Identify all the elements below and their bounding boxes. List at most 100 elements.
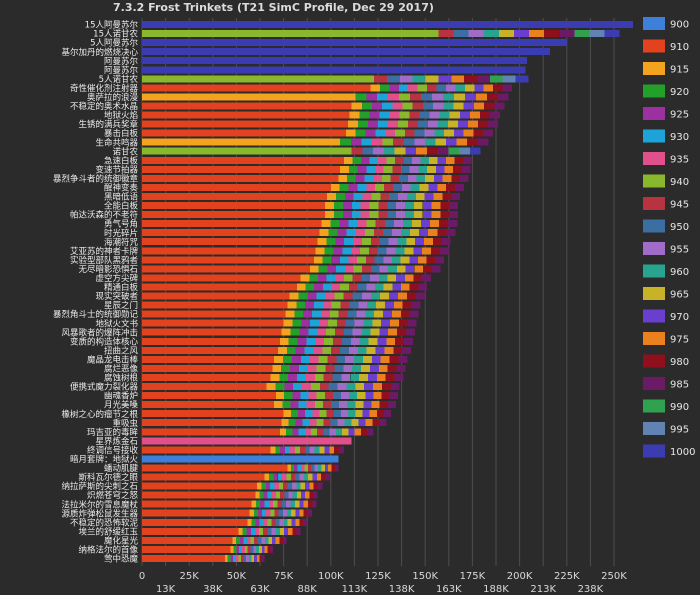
bar-segment-935 <box>313 346 323 354</box>
bar-segment-915 <box>325 202 335 209</box>
bar-segment-955 <box>288 491 293 499</box>
bar-segment-930 <box>377 93 389 101</box>
bar-segment-975 <box>416 147 427 155</box>
bar-segment-910 <box>142 183 331 191</box>
bar-segment-980 <box>331 464 335 472</box>
bar-segment-975 <box>388 328 398 336</box>
bar-row <box>142 111 500 119</box>
bar-segment-910 <box>142 192 328 200</box>
bar-segment-955 <box>398 192 407 200</box>
bar-segment-955 <box>261 536 265 544</box>
bar-segment-945 <box>378 202 388 209</box>
category-label: 星界炼金石 <box>95 436 138 447</box>
bar-segment-925 <box>327 265 337 273</box>
bar-segment-940 <box>270 509 275 517</box>
bar-segment-925 <box>314 283 323 291</box>
bar-segment-930 <box>364 174 374 182</box>
bar-segment-950 <box>347 310 357 318</box>
bar-segment-920 <box>290 464 295 472</box>
bar-row <box>142 265 441 273</box>
bar-segment-930 <box>298 401 307 409</box>
bar-segment-950 <box>453 30 469 38</box>
bar-row <box>142 292 426 300</box>
bar-row <box>142 491 318 499</box>
bar-row <box>142 355 408 363</box>
bar-segment-910 <box>142 247 316 255</box>
bar-segment-950 <box>403 156 412 164</box>
bar-row <box>142 192 461 200</box>
bar-segment-945 <box>404 129 415 137</box>
bar-segment-1000 <box>142 66 526 74</box>
x-tick-label-minor: 88K <box>298 584 318 595</box>
bar-segment-970 <box>392 283 402 291</box>
bar-segment-950 <box>284 491 289 499</box>
bar-segment-925 <box>239 536 244 544</box>
bar-segment-960 <box>405 211 414 219</box>
bar-segment-910 <box>142 355 275 363</box>
bar-segment-945 <box>374 75 388 83</box>
bar-segment-935 <box>320 310 330 318</box>
bar-segment-915 <box>281 328 291 336</box>
bar-segment-930 <box>351 202 361 209</box>
bar-segment-955 <box>414 138 425 146</box>
bar-segment-925 <box>290 364 299 372</box>
legend-label: 950 <box>670 222 689 233</box>
bar-segment-975 <box>380 355 390 363</box>
bar-segment-965 <box>279 527 284 535</box>
bar-segment-985 <box>409 310 419 318</box>
bar-segment-985 <box>477 138 489 146</box>
legend-swatch <box>643 17 665 30</box>
bar-segment-985 <box>407 319 417 327</box>
bar-segment-950 <box>281 500 287 508</box>
bar-segment-985 <box>451 192 461 200</box>
bar-segment-965 <box>400 256 410 264</box>
bar-segment-935 <box>348 256 358 264</box>
bar-segment-950 <box>422 102 434 110</box>
bar-segment-960 <box>443 102 454 110</box>
bar-segment-965 <box>368 337 378 345</box>
bar-segment-945 <box>327 355 337 363</box>
bar-segment-970 <box>435 165 445 173</box>
bar-segment-915 <box>281 419 289 427</box>
bar-segment-985 <box>312 500 317 508</box>
bar-segment-985 <box>462 156 472 164</box>
bar-segment-985 <box>559 30 575 38</box>
bar-rows <box>142 21 633 562</box>
bar-segment-910 <box>142 220 322 228</box>
bar-row <box>142 21 633 28</box>
bar-segment-980 <box>379 401 388 409</box>
bar-segment-945 <box>274 509 279 517</box>
bar-segment-945 <box>322 401 331 409</box>
bar-segment-915 <box>142 138 341 146</box>
bar-segment-945 <box>393 138 404 146</box>
bar-segment-935 <box>307 364 317 372</box>
bar-segment-970 <box>384 301 394 309</box>
bar-segment-935 <box>362 192 372 200</box>
bar-segment-980 <box>544 30 560 38</box>
bar-segment-980 <box>451 174 460 182</box>
bar-segment-985 <box>418 283 428 291</box>
bar-segment-950 <box>436 84 446 92</box>
bar-segment-920 <box>322 256 332 264</box>
bar-segment-915 <box>315 247 325 255</box>
bar-segment-920 <box>339 183 349 191</box>
category-label: 橡树之心的瘤节之根 <box>61 409 138 420</box>
bar-segment-910 <box>142 274 301 282</box>
bar-segment-925 <box>292 392 301 400</box>
category-label: 急速白板 <box>104 155 139 166</box>
bar-segment-925 <box>297 337 307 345</box>
bar-segment-980 <box>454 156 463 164</box>
category-label: 黑暗低语 <box>104 192 139 203</box>
bar-segment-960 <box>374 283 384 291</box>
bar-segment-940 <box>244 545 248 553</box>
bar-segment-930 <box>297 464 301 472</box>
category-label: 炽燃苍穹之怒 <box>87 490 139 501</box>
bar-segment-945 <box>240 554 244 562</box>
category-label: 法拉米尔的雪息魔杖 <box>61 499 138 510</box>
bar-segment-960 <box>395 247 405 255</box>
legend-label: 945 <box>670 200 689 211</box>
legend-swatch <box>643 174 665 188</box>
legend-label: 960 <box>670 267 689 278</box>
bar-segment-910 <box>142 373 271 381</box>
bar-segment-915 <box>283 410 291 418</box>
